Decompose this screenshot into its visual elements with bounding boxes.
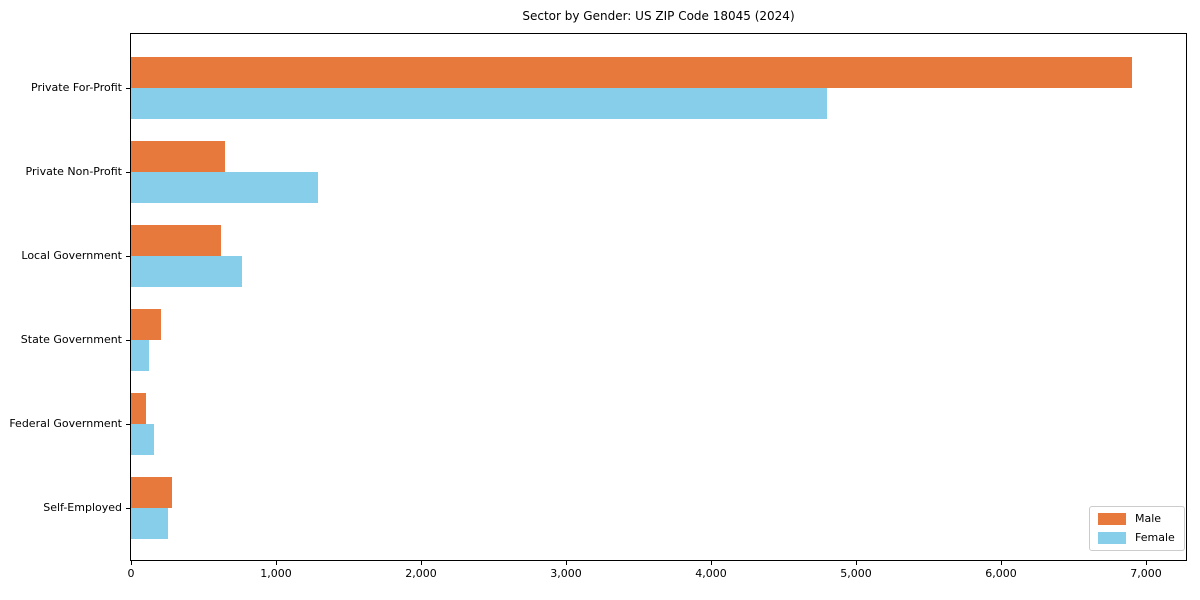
x-tick-label: 3,000	[550, 567, 582, 580]
x-tick-label: 4,000	[695, 567, 727, 580]
y-tick-mark	[126, 172, 130, 173]
bar-female-6	[131, 508, 168, 539]
x-tick-mark	[856, 561, 857, 565]
y-tick-label: State Government	[20, 333, 122, 346]
legend: Male Female	[1089, 506, 1185, 551]
bar-male-2	[131, 141, 225, 172]
bar-female-3	[131, 256, 242, 287]
plot-area	[130, 33, 1187, 561]
bar-female-1	[131, 88, 827, 119]
x-tick-label: 1,000	[260, 567, 292, 580]
x-tick-mark	[276, 561, 277, 565]
y-tick-label: Private For-Profit	[31, 81, 122, 94]
y-tick-label: Local Government	[21, 249, 122, 262]
bar-male-4	[131, 309, 161, 340]
y-tick-mark	[126, 88, 130, 89]
x-tick-mark	[1001, 561, 1002, 565]
y-tick-mark	[126, 424, 130, 425]
y-tick-mark	[126, 508, 130, 509]
legend-swatch-male-icon	[1098, 513, 1126, 525]
bar-female-2	[131, 172, 318, 203]
legend-swatch-female-icon	[1098, 532, 1126, 544]
bar-male-5	[131, 393, 146, 424]
bar-male-1	[131, 57, 1132, 88]
bar-female-4	[131, 340, 149, 371]
legend-label-female: Female	[1135, 531, 1175, 544]
bar-male-3	[131, 225, 221, 256]
bar-female-5	[131, 424, 154, 455]
y-tick-label: Self-Employed	[43, 501, 122, 514]
legend-item-female: Female	[1098, 532, 1176, 544]
x-tick-label: 2,000	[405, 567, 437, 580]
y-tick-mark	[126, 340, 130, 341]
x-tick-mark	[421, 561, 422, 565]
y-tick-mark	[126, 256, 130, 257]
x-tick-label: 0	[127, 567, 135, 580]
legend-label-male: Male	[1135, 512, 1162, 525]
chart-title: Sector by Gender: US ZIP Code 18045 (202…	[522, 9, 795, 23]
y-tick-label: Private Non-Profit	[25, 165, 122, 178]
legend-item-male: Male	[1098, 513, 1176, 525]
x-tick-label: 5,000	[840, 567, 872, 580]
x-tick-mark	[1146, 561, 1147, 565]
x-tick-mark	[566, 561, 567, 565]
x-tick-mark	[711, 561, 712, 565]
x-tick-mark	[131, 561, 132, 565]
bar-male-6	[131, 477, 172, 508]
x-tick-label: 6,000	[985, 567, 1017, 580]
x-tick-label: 7,000	[1130, 567, 1162, 580]
y-tick-label: Federal Government	[9, 417, 122, 430]
